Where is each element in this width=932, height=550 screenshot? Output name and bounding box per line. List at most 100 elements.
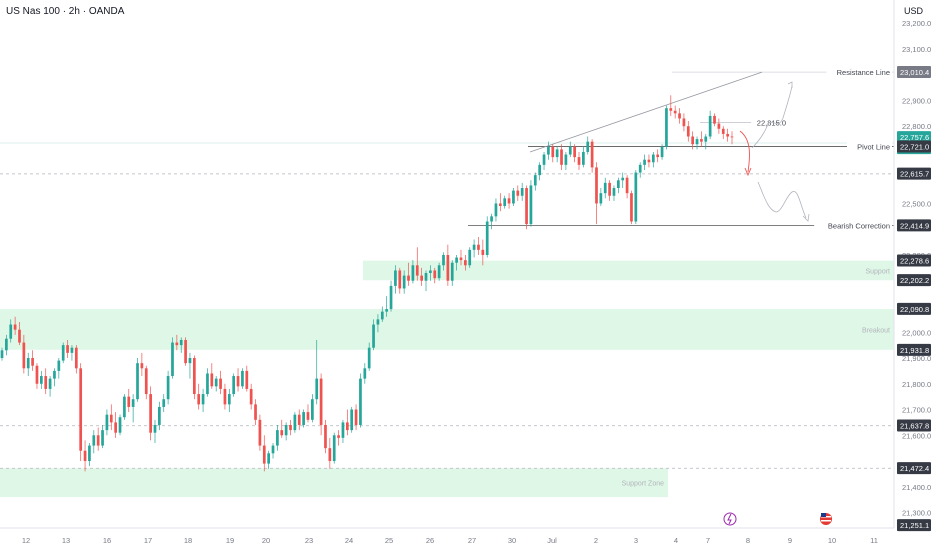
candle-body [289, 424, 292, 431]
x-tick-label: 30 [508, 536, 516, 545]
price-tag-label: 22,278.6 [900, 256, 929, 265]
candle-body [284, 424, 288, 436]
candle-body [363, 368, 367, 379]
candle-body [612, 188, 616, 196]
candle-body [227, 394, 231, 405]
x-tick-label: 20 [262, 536, 270, 545]
candle-body [490, 216, 493, 222]
candle-body [74, 347, 78, 369]
candle-body [61, 345, 65, 361]
bearish-projection-arrowhead [802, 213, 810, 222]
price-tag [897, 140, 931, 153]
candle-body [630, 193, 633, 222]
zone-label-2: Support Zone [622, 481, 665, 488]
bullish-projection [751, 85, 793, 149]
candle-body [179, 339, 183, 346]
candle-body [389, 285, 393, 310]
candle-body [420, 275, 423, 281]
x-tick-label: 11 [870, 536, 878, 545]
us-flag-stripe [821, 520, 831, 522]
candle-body [22, 342, 26, 369]
candle-body [678, 113, 681, 119]
candle-body [415, 265, 419, 276]
candle-body [485, 221, 489, 255]
candle-body [184, 339, 187, 364]
candle-body [188, 358, 192, 364]
candle-body [673, 110, 677, 114]
x-tick-label: 2 [594, 536, 598, 545]
candle-body [411, 265, 415, 281]
candle-body [472, 244, 476, 250]
candle-body [267, 453, 271, 464]
candles-layer [0, 95, 734, 472]
candle-body [494, 203, 498, 217]
candle-body [603, 182, 607, 194]
candle-body [503, 198, 507, 207]
candle-body [149, 394, 152, 433]
candle-body [424, 273, 428, 281]
x-tick-label: 12 [22, 536, 30, 545]
candle-body [555, 149, 559, 158]
x-tick-label: 17 [144, 536, 152, 545]
price-tag-label: 21,637.8 [900, 422, 929, 431]
zone-0 [363, 260, 894, 281]
candle-body [708, 115, 712, 137]
zone-label-1: Breakout [862, 327, 890, 334]
candle-body [123, 396, 126, 418]
candle-body [280, 430, 284, 436]
candle-body [669, 108, 673, 111]
y-tick-label: 21,300.0 [902, 509, 931, 518]
bullish-arrowhead [787, 81, 793, 88]
candle-body [254, 404, 257, 420]
candle-body [507, 198, 511, 204]
level-label-bg-2 [814, 219, 892, 231]
candle-body [48, 378, 52, 389]
candle-body [455, 257, 458, 263]
currency-label[interactable]: USD [904, 6, 924, 16]
time-axis: 12 13 16 17 18 19 20 23 24 25 26 27 30 Jul 2 3 4 7 8 9 10 11 [0, 512, 894, 545]
candle-body [665, 108, 668, 147]
price-tag [897, 462, 931, 475]
candle-body [0, 350, 4, 359]
candle-body [634, 172, 638, 222]
y-tick-label: 21,900.0 [902, 354, 931, 363]
candle-body [341, 422, 345, 438]
candle-body [31, 358, 34, 366]
candle-body [144, 368, 148, 395]
candle-body [656, 154, 660, 158]
candle-body [402, 275, 406, 289]
price-tag-label: 21,931.8 [900, 346, 929, 355]
candle-body [136, 363, 139, 400]
candle-body [394, 270, 397, 286]
levels-layer: Resistance Line Pivot Line Bearish Correct… [0, 66, 894, 469]
candle-body [302, 412, 305, 425]
candle-body [446, 254, 450, 281]
candle-body [57, 360, 61, 371]
candle-body [551, 146, 555, 158]
level-label-1: Pivot Line [857, 143, 890, 152]
price-tag-label: 23,010.4 [900, 68, 929, 77]
candle-body [114, 422, 118, 433]
candle-body [241, 370, 244, 387]
level-label-bg-3 [751, 116, 788, 128]
y-tick-label: 21,600.0 [902, 431, 931, 440]
candle-body [276, 430, 279, 446]
price-tag-label: 22,202.2 [900, 276, 929, 285]
candle-body [442, 254, 445, 266]
x-tick-label: 27 [468, 536, 476, 545]
x-tick-label: Jul [547, 536, 557, 545]
candle-body [153, 424, 157, 433]
price-tag [897, 254, 931, 267]
candle-body [691, 136, 695, 145]
candle-body [573, 146, 576, 158]
trend-line [529, 71, 763, 153]
candle-body [525, 188, 528, 225]
price-tag [897, 219, 931, 232]
candle-body [450, 262, 454, 281]
candle-body [105, 414, 109, 431]
candle-body [564, 154, 568, 165]
price-axis: 23,200.0 23,100.0 22,900.0 22,800.0 22,500.0… [893, 0, 932, 550]
candle-body [380, 311, 384, 320]
